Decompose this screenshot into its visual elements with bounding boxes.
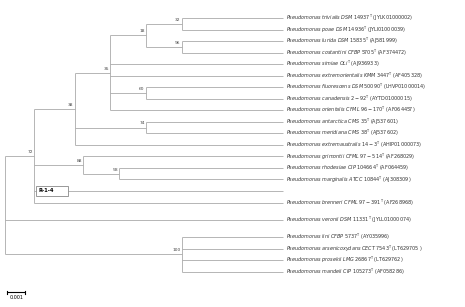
Text: $\it{Pseudomonas\ antarctica\ CMS\ 35}$$^{\rm T}$ (AJ537601): $\it{Pseudomonas\ antarctica\ CMS\ 35}$$… <box>286 117 399 127</box>
FancyBboxPatch shape <box>36 186 68 196</box>
Text: $\it{Pseudomonas\ poae\ DSM\ 14936}$$^{\rm T}$ (JYLI01000039): $\it{Pseudomonas\ poae\ DSM\ 14936}$$^{\… <box>286 24 406 35</box>
Text: 0.001: 0.001 <box>9 295 23 300</box>
Text: 35: 35 <box>103 67 109 71</box>
Text: $\it{Pseudomonas\ mandeli\ CIP\ 105273}$$^{\rm T}$ (AF058286): $\it{Pseudomonas\ mandeli\ CIP\ 105273}$… <box>286 266 405 277</box>
Text: $\it{Pseudomonas\ rhodesiae\ CIP\ 104664}$$^{\rm T}$ (AF064459): $\it{Pseudomonas\ rhodesiae\ CIP\ 104664… <box>286 163 409 173</box>
Text: $\it{Pseudomonas\ extremorientalis\ KMM\ 3447}$$^{\rm T}$ (AF405328): $\it{Pseudomonas\ extremorientalis\ KMM\… <box>286 71 423 81</box>
Text: $\it{Pseudomonas\ fluorescens\ DSM\ 50090}$$^{\rm T}$ (LHVP01000014): $\it{Pseudomonas\ fluorescens\ DSM\ 5009… <box>286 82 426 92</box>
Text: $\it{Pseudomonas\ simiae\ OLi}$$^{\rm T}$ (AJ936933): $\it{Pseudomonas\ simiae\ OLi}$$^{\rm T}… <box>286 59 380 69</box>
Text: $\it{Pseudomonas\ marginalis\ ATCC\ 10844}$$^{\rm T}$ (AJ308309): $\it{Pseudomonas\ marginalis\ ATCC\ 1084… <box>286 174 412 185</box>
Text: $\it{Pseudomonas\ orientalis\ CFML\ 96-170}$$^{\rm T}$ (AF064457): $\it{Pseudomonas\ orientalis\ CFML\ 96-1… <box>286 105 416 115</box>
Text: $\it{Pseudomonas\ brenneri\ CFML\ 97-391}$$^{\rm T}$ (AF268968): $\it{Pseudomonas\ brenneri\ CFML\ 97-391… <box>286 197 414 208</box>
Text: $\it{Pseudomonas\ meridiana\ CMS\ 38}$$^{\rm T}$ (AJ537602): $\it{Pseudomonas\ meridiana\ CMS\ 38}$$^… <box>286 128 399 138</box>
Text: 88: 88 <box>77 159 82 163</box>
Text: $\it{Pseudomonas\ grimontii\ CFML\ 97-514}$$^{\rm T}$ (AF268029): $\it{Pseudomonas\ grimontii\ CFML\ 97-51… <box>286 151 415 161</box>
Text: R-1-4: R-1-4 <box>38 188 54 193</box>
Text: $\it{Pseudomonas\ lurida\ DSM\ 15835}$$^{\rm T}$ (AJ581999): $\it{Pseudomonas\ lurida\ DSM\ 15835}$$^… <box>286 36 398 46</box>
Text: $\it{Pseudomonas\ costantini\ CFBP\ 5705}$$^{\rm T}$ (AF374472): $\it{Pseudomonas\ costantini\ CFBP\ 5705… <box>286 48 407 58</box>
Text: $\it{Pseudomonas\ veronii\ DSM\ 11331}$$^{\rm T}$ (JYLL01000074): $\it{Pseudomonas\ veronii\ DSM\ 11331}$$… <box>286 215 412 225</box>
Text: $\it{Pseudomonas\ lini\ CFBP\ 5737}$$^{\rm T}$ (AY035996): $\it{Pseudomonas\ lini\ CFBP\ 5737}$$^{\… <box>286 232 391 242</box>
Text: $\it{Pseudomonas\ trivialis\ DSM\ 14937}$$^{\rm T}$ (JYLK01000002): $\it{Pseudomonas\ trivialis\ DSM\ 14937}… <box>286 13 413 23</box>
Text: 32: 32 <box>175 18 180 22</box>
Text: $\it{Pseudomonas\ extremaustralis\ 14-3}$$^{\rm T}$ (AHIP01000073): $\it{Pseudomonas\ extremaustralis\ 14-3}… <box>286 140 422 150</box>
Text: 100: 100 <box>173 248 180 252</box>
Text: $\it{Pseudomonas\ prosekii\ LMG\ 26867}$$^{\rm T}$ (LT629762): $\it{Pseudomonas\ prosekii\ LMG\ 26867}$… <box>286 255 404 265</box>
Text: 96: 96 <box>175 41 180 45</box>
Text: 58: 58 <box>112 168 118 172</box>
Text: 60: 60 <box>139 87 145 91</box>
Text: 18: 18 <box>139 29 145 33</box>
Text: 72: 72 <box>27 150 33 154</box>
Text: 38: 38 <box>68 103 73 107</box>
Text: $\it{Pseudomonas\ canadensis\ 2-92}$$^{\rm T}$ (AYTD01000015): $\it{Pseudomonas\ canadensis\ 2-92}$$^{\… <box>286 94 413 104</box>
Text: $\it{Pseudomonas\ arsenicoxydans\ CECT\ 7543}$$^{\rm T}$ (LT629705 ): $\it{Pseudomonas\ arsenicoxydans\ CECT\ … <box>286 243 423 254</box>
Text: 74: 74 <box>139 122 145 126</box>
